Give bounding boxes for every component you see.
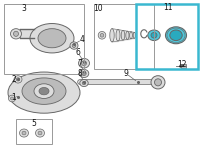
Ellipse shape [126,31,129,39]
Ellipse shape [110,29,114,42]
Ellipse shape [98,31,106,39]
Text: 6: 6 [76,48,80,57]
Text: 5: 5 [32,119,36,128]
Ellipse shape [148,30,160,41]
Bar [136,4,198,69]
Bar [4,4,84,73]
Bar [20,29,34,38]
Text: 4: 4 [80,35,84,44]
Ellipse shape [154,79,162,86]
Ellipse shape [22,78,66,104]
FancyBboxPatch shape [181,64,186,68]
Text: 12: 12 [177,60,187,69]
Ellipse shape [10,97,14,100]
Ellipse shape [36,129,44,137]
Text: 2: 2 [12,75,16,84]
Ellipse shape [151,76,165,89]
Ellipse shape [8,95,16,102]
Ellipse shape [14,76,22,83]
Ellipse shape [70,42,78,49]
Ellipse shape [180,64,184,68]
Bar [94,4,154,69]
Ellipse shape [78,59,90,68]
Ellipse shape [116,30,120,41]
Ellipse shape [121,30,125,40]
Ellipse shape [39,87,49,95]
Ellipse shape [82,71,86,76]
Ellipse shape [22,131,26,135]
Ellipse shape [38,131,42,135]
Ellipse shape [16,78,20,81]
Ellipse shape [38,29,66,48]
Text: 9: 9 [124,69,128,78]
Text: 8: 8 [78,69,82,78]
Bar [16,119,52,144]
Text: 1: 1 [12,92,16,102]
Ellipse shape [79,70,89,78]
Text: 3: 3 [22,4,26,13]
Ellipse shape [82,61,86,66]
Ellipse shape [80,80,88,87]
Ellipse shape [170,30,182,41]
Ellipse shape [20,129,29,137]
Ellipse shape [14,31,18,36]
Ellipse shape [100,34,104,37]
Text: 10: 10 [93,4,103,13]
Text: 7: 7 [78,59,82,68]
Ellipse shape [10,29,22,39]
Ellipse shape [72,44,76,47]
Ellipse shape [166,27,186,44]
Ellipse shape [30,24,74,53]
Ellipse shape [8,72,80,113]
Ellipse shape [34,84,54,98]
Ellipse shape [151,32,157,38]
Ellipse shape [133,32,136,38]
Text: 11: 11 [163,3,173,12]
Ellipse shape [82,81,86,85]
Ellipse shape [130,32,132,39]
